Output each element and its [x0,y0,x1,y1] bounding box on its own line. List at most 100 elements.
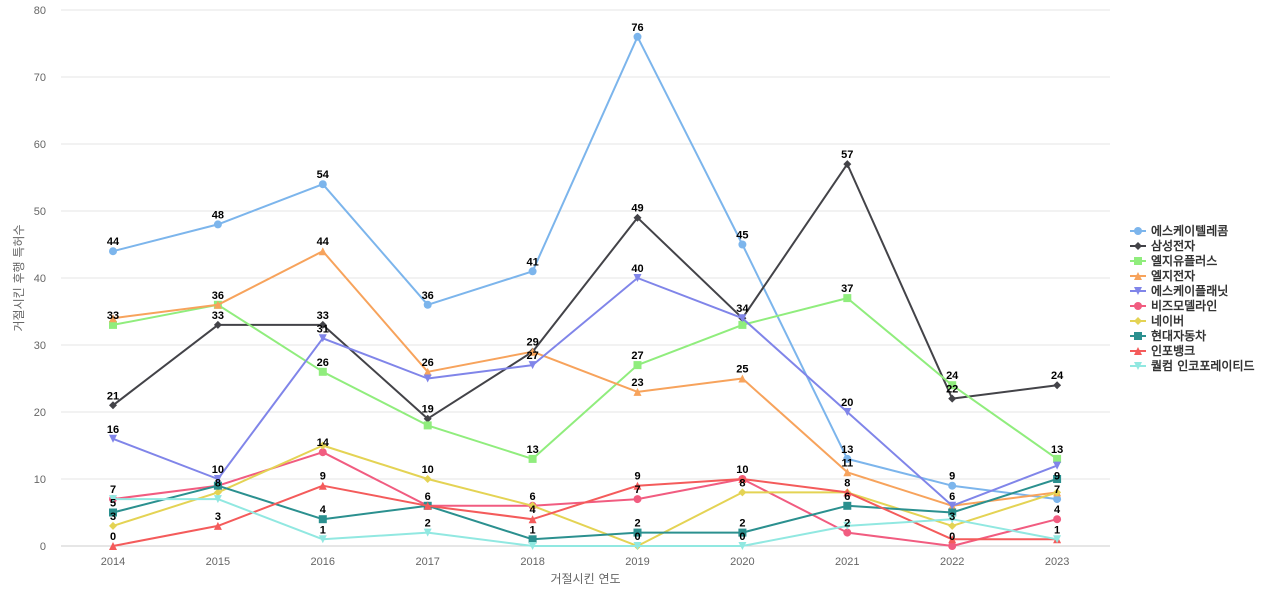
data-point[interactable] [948,535,957,544]
data-point[interactable] [843,501,852,510]
data-point[interactable] [213,320,222,329]
data-point[interactable] [213,495,222,504]
data-point[interactable] [948,501,957,510]
data-point[interactable] [948,508,957,517]
data-point[interactable] [318,515,327,524]
legend-marker[interactable] [1134,302,1142,310]
data-point[interactable] [843,488,852,497]
data-point[interactable] [843,294,852,303]
data-point[interactable] [633,274,642,282]
data-point[interactable] [633,361,642,370]
data-point[interactable] [318,535,327,544]
data-point[interactable] [318,441,327,450]
data-point[interactable] [633,387,642,396]
data-point[interactable] [423,300,432,309]
data-point[interactable] [109,521,117,530]
legend-item[interactable]: 퀄컴 인코포레이티드 [1130,358,1255,373]
legend-marker[interactable] [1134,347,1142,355]
data-point[interactable] [738,240,747,249]
data-point[interactable] [738,320,747,329]
data-point[interactable] [1053,381,1062,390]
data-point[interactable] [109,542,117,550]
data-point[interactable] [633,481,642,490]
data-point[interactable] [843,454,852,463]
data-point[interactable] [948,481,957,490]
data-point[interactable] [633,495,642,504]
data-point[interactable] [423,374,432,383]
data-point[interactable] [213,521,222,530]
data-point[interactable] [528,347,537,356]
data-point[interactable] [948,394,957,403]
data-point[interactable] [528,361,537,370]
legend-item[interactable]: 현대자동차 [1130,328,1206,343]
legend-item[interactable]: 엘지유플러스 [1130,253,1217,268]
legend-item[interactable]: 에스케이텔레콤 [1130,223,1228,238]
data-point[interactable] [1053,515,1062,524]
legend-item[interactable]: 네이버 [1130,313,1184,328]
legend-item[interactable]: 삼성전자 [1130,238,1195,253]
legend-marker[interactable] [1134,362,1142,370]
data-point[interactable] [423,501,432,510]
legend-marker[interactable] [1134,257,1142,265]
data-point[interactable] [423,475,432,483]
data-point[interactable] [109,508,117,517]
data-point[interactable] [109,495,117,504]
data-point[interactable] [318,334,327,343]
data-point[interactable] [109,314,117,323]
data-point[interactable] [213,220,222,229]
legend-item[interactable]: 에스케이플래닛 [1130,283,1228,298]
data-point[interactable] [528,501,537,510]
data-point[interactable] [213,300,222,309]
data-point[interactable] [109,247,117,256]
data-point[interactable] [423,414,432,423]
data-point[interactable] [738,374,747,383]
data-point[interactable] [109,434,117,443]
legend-marker[interactable] [1134,272,1142,280]
legend-marker[interactable] [1134,332,1142,340]
data-point[interactable] [633,528,642,537]
data-point[interactable] [843,408,852,416]
data-point[interactable] [318,180,327,189]
data-point[interactable] [109,401,117,410]
data-point[interactable] [318,481,327,490]
data-point[interactable] [318,320,327,329]
data-point[interactable] [318,247,327,256]
data-point[interactable] [633,213,642,222]
data-point[interactable] [1053,495,1062,504]
data-point[interactable] [528,535,537,544]
data-point[interactable] [109,320,117,329]
data-point[interactable] [528,454,537,463]
data-point[interactable] [738,542,747,550]
legend-item[interactable]: 인포뱅크 [1130,343,1195,358]
data-point[interactable] [318,448,327,457]
legend-item[interactable]: 엘지전자 [1130,268,1195,283]
data-point[interactable] [738,475,747,483]
data-point[interactable] [1053,475,1062,483]
data-point[interactable] [318,367,327,376]
data-point[interactable] [738,488,747,497]
data-point[interactable] [633,32,642,41]
data-point[interactable] [738,528,747,537]
legend-marker[interactable] [1134,242,1142,250]
data-point[interactable] [1053,535,1062,544]
data-point[interactable] [1053,461,1062,470]
data-point[interactable] [528,267,537,276]
data-point[interactable] [528,542,537,550]
legend-marker[interactable] [1134,287,1142,295]
data-point[interactable] [528,515,537,524]
data-point[interactable] [423,421,432,430]
data-point[interactable] [948,515,957,524]
data-point[interactable] [843,521,852,530]
data-point[interactable] [948,542,957,550]
legend-item[interactable]: 비즈모델라인 [1130,298,1217,313]
data-point[interactable] [423,367,432,376]
data-point[interactable] [843,468,852,477]
legend-marker[interactable] [1134,317,1142,325]
data-point[interactable] [843,528,852,537]
data-point[interactable] [1053,454,1062,463]
data-point[interactable] [423,528,432,537]
data-point[interactable] [633,542,642,550]
data-point[interactable] [213,475,222,483]
data-point[interactable] [213,488,222,497]
data-point[interactable] [843,160,852,169]
